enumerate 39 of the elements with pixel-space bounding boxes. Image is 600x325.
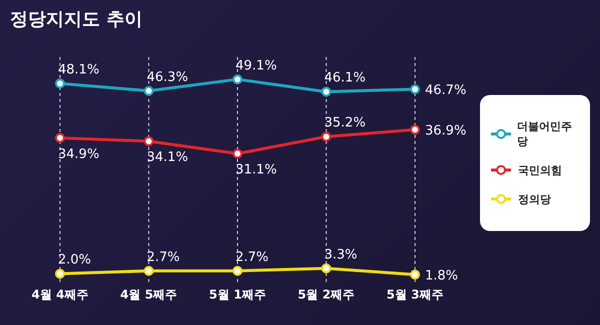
- point: [321, 263, 332, 274]
- point: [232, 148, 242, 159]
- data-label: 36.9%: [425, 124, 466, 139]
- point: [410, 124, 420, 135]
- point: [144, 136, 154, 146]
- point: [410, 270, 420, 280]
- data-label: 2.7%: [146, 250, 180, 265]
- point: [55, 78, 65, 88]
- x-tick-label: 5월 3째주: [386, 288, 444, 302]
- point: [144, 266, 154, 276]
- data-label: 3.3%: [324, 247, 358, 262]
- data-label: 46.7%: [425, 83, 466, 98]
- data-label: 46.1%: [324, 70, 366, 86]
- x-tick-label: 5월 1째주: [209, 288, 266, 302]
- data-label: 34.1%: [146, 150, 188, 166]
- point: [321, 132, 332, 142]
- x-tick-label: 4월 4째주: [32, 288, 88, 302]
- point: [55, 132, 65, 143]
- data-label: 2.7%: [236, 250, 269, 265]
- legend-label: 정의당: [518, 192, 551, 206]
- data-label: 31.1%: [236, 162, 277, 178]
- x-tick-label: 4월 5째주: [120, 288, 178, 302]
- data-label: 35.2%: [324, 116, 366, 131]
- chart-title: 정당지지도 추이: [10, 8, 142, 31]
- data-label: 49.1%: [236, 58, 277, 74]
- point: [55, 268, 65, 279]
- point: [144, 86, 154, 96]
- legend-label: 더불어민주당: [517, 118, 573, 148]
- x-tick-label: 5월 2째주: [298, 288, 355, 302]
- point: [232, 266, 242, 276]
- point: [321, 86, 332, 97]
- data-label: 34.9%: [58, 146, 100, 162]
- point: [232, 74, 242, 84]
- data-label: 1.8%: [425, 268, 458, 284]
- point: [410, 84, 420, 94]
- data-label: 2.0%: [58, 252, 92, 268]
- data-label: 46.3%: [146, 70, 188, 85]
- legend-label: 국민의힘: [518, 162, 562, 178]
- data-label: 48.1%: [58, 62, 100, 78]
